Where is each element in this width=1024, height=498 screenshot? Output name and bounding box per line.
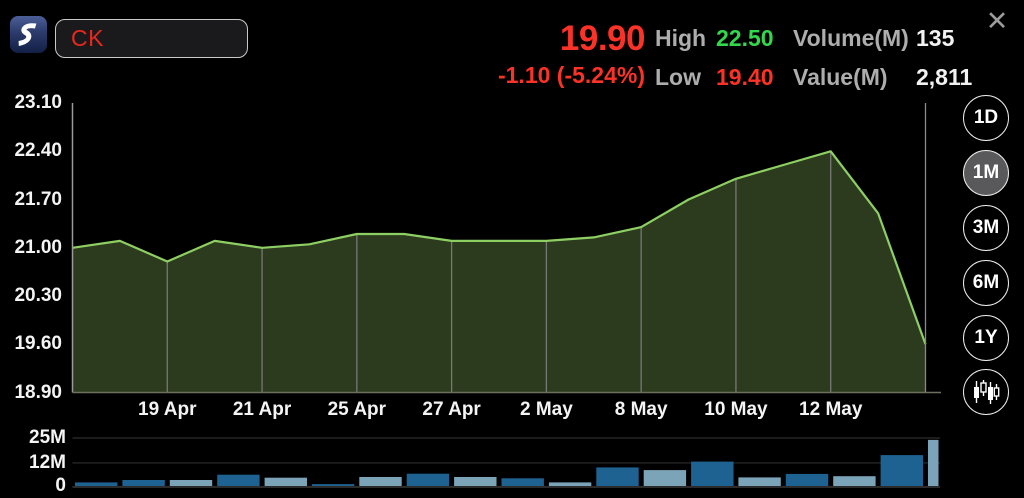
x-axis-label: 8 May	[614, 399, 668, 420]
volume-bar	[928, 439, 939, 486]
price-axis-label: 20.30	[14, 285, 62, 306]
price-axis-label: 19.60	[14, 333, 62, 355]
volume-bar	[406, 473, 450, 486]
app-logo-glyph	[17, 22, 36, 46]
volume-bar	[75, 482, 118, 486]
volume-bar	[738, 477, 781, 486]
volume-bar	[122, 480, 165, 486]
volume-bar	[643, 470, 687, 486]
price-axis-label: 22.40	[14, 140, 62, 162]
chart-style-button[interactable]	[963, 369, 1009, 415]
volume-bar	[169, 480, 213, 486]
x-axis-label: 25 Apr	[327, 399, 387, 420]
x-axis-label: 12 May	[799, 399, 863, 420]
low-label: Low	[655, 64, 701, 90]
price-area-fill	[72, 151, 926, 393]
volume-bar	[264, 477, 307, 486]
x-axis-label: 27 Apr	[422, 399, 481, 420]
low-value: 19.40	[716, 64, 774, 90]
price-change: -1.10 (-5.24%)	[497, 62, 645, 88]
volume-bar	[691, 461, 734, 486]
close-icon[interactable]: ✕	[985, 6, 1009, 36]
high-label: High	[655, 25, 707, 51]
volume-label: Volume(M)	[793, 25, 909, 51]
app-logo[interactable]	[10, 16, 47, 53]
price-axis-label: 21.00	[14, 236, 62, 258]
range-button-1m[interactable]: 1M	[963, 150, 1009, 196]
range-button-1d[interactable]: 1D	[963, 95, 1009, 141]
last-price: 19.90	[559, 19, 646, 58]
volume-bar	[311, 484, 355, 486]
volume-bar	[880, 455, 923, 486]
range-button-6m[interactable]: 6M	[963, 260, 1009, 306]
high-value: 22.50	[716, 25, 774, 51]
volume-bar	[359, 477, 402, 486]
x-axis-label: 19 Apr	[138, 399, 197, 420]
volume-bar	[596, 467, 639, 486]
value-label: Value(M)	[793, 64, 888, 90]
x-axis-label: 21 Apr	[232, 399, 292, 420]
candlestick-icon	[974, 380, 1000, 404]
price-axis-label: 18.90	[14, 381, 62, 403]
volume-axis-label: 0	[55, 475, 66, 496]
x-axis-label: 2 May	[519, 399, 573, 420]
x-axis-label: 10 May	[704, 399, 768, 420]
ticker-symbol: CK	[71, 25, 104, 51]
volume-bar	[785, 473, 829, 486]
range-button-3m[interactable]: 3M	[963, 205, 1009, 251]
volume-bar	[454, 477, 497, 486]
value-value: 2,811	[916, 64, 973, 90]
range-button-1y[interactable]: 1Y	[963, 315, 1009, 361]
volume-bar	[548, 482, 592, 486]
volume-bar	[833, 476, 876, 486]
price-axis-label: 21.70	[14, 188, 62, 210]
price-axis-label: 23.10	[14, 92, 62, 113]
volume-axis-label: 25M	[29, 427, 66, 448]
volume-value: 135	[916, 25, 955, 51]
symbol-search-input[interactable]: CK	[55, 19, 248, 58]
volume-bar	[217, 474, 260, 486]
price-line	[72, 150, 927, 345]
volume-axis-label: 12M	[29, 451, 66, 473]
volume-bar	[501, 478, 544, 486]
